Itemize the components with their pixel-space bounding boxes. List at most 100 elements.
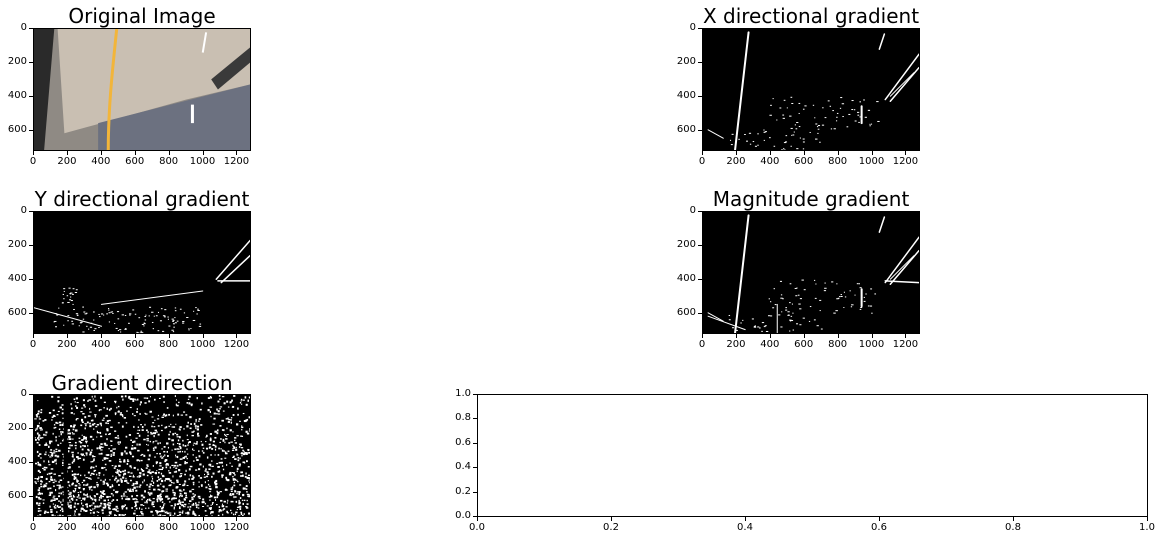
direction-speckle (215, 413, 218, 415)
direction-speckle (209, 406, 213, 408)
edge-speckle (155, 315, 158, 317)
direction-speckle (173, 426, 176, 428)
direction-speckle (36, 450, 39, 454)
edge-speckle (188, 329, 190, 331)
edge-speckle (842, 116, 844, 118)
direction-speckle (73, 505, 76, 508)
direction-speckle (83, 435, 86, 438)
direction-speckle (229, 419, 233, 421)
direction-speckle (59, 509, 62, 512)
direction-speckle (193, 460, 195, 462)
direction-speckle (226, 512, 229, 514)
direction-speckle (35, 462, 38, 465)
direction-speckle (178, 448, 180, 450)
direction-speckle (110, 407, 112, 410)
direction-speckle (106, 420, 109, 422)
direction-speckle (57, 444, 60, 447)
direction-speckle (183, 488, 185, 491)
direction-speckle (68, 466, 71, 469)
direction-speckle (88, 449, 90, 452)
edge-speckle (80, 321, 83, 323)
direction-speckle (206, 505, 209, 507)
direction-speckle (192, 444, 195, 446)
direction-speckle (182, 505, 184, 508)
direction-speckle (101, 466, 104, 470)
direction-speckle (223, 500, 226, 503)
panel-title: X directional gradient (702, 4, 920, 28)
direction-speckle (122, 398, 124, 401)
direction-speckle (247, 474, 250, 476)
y-tick-mark (29, 28, 33, 29)
direction-speckle (80, 453, 83, 455)
direction-speckle (72, 496, 76, 498)
edge-speckle (108, 312, 111, 314)
direction-speckle (217, 413, 221, 415)
direction-speckle (240, 447, 244, 449)
direction-speckle (179, 428, 181, 431)
edge-speckle (815, 283, 817, 285)
direction-speckle (89, 425, 92, 428)
direction-speckle (97, 515, 99, 516)
direction-speckle (37, 504, 41, 506)
direction-speckle (202, 447, 205, 449)
direction-speckle (43, 468, 46, 471)
direction-speckle (211, 503, 213, 506)
direction-speckle (72, 428, 75, 431)
edge-speckle (798, 303, 801, 305)
edge-speckle (63, 290, 65, 292)
direction-speckle (242, 493, 245, 497)
direction-speckle (144, 423, 146, 426)
direction-speckle (61, 472, 64, 474)
edge-speckle (858, 283, 860, 285)
direction-speckle (233, 496, 235, 499)
direction-speckle (127, 460, 130, 462)
edge-speckle (843, 291, 845, 293)
direction-speckle (59, 406, 63, 409)
direction-speckle (133, 484, 135, 486)
direction-speckle (94, 505, 97, 508)
direction-speckle (93, 422, 96, 425)
direction-speckle (245, 460, 248, 463)
direction-speckle (96, 505, 99, 508)
direction-speckle (37, 496, 41, 499)
direction-speckle (213, 496, 217, 499)
direction-speckle (93, 458, 95, 461)
direction-speckle (209, 433, 212, 435)
direction-speckle (156, 494, 159, 498)
direction-speckle (196, 425, 200, 428)
direction-speckle (226, 489, 229, 491)
edge-speckle (874, 293, 877, 295)
direction-speckle (86, 495, 89, 498)
plot-area (34, 212, 250, 333)
edge-speckle (173, 326, 175, 328)
direction-speckle (119, 478, 122, 480)
direction-speckle (191, 504, 194, 506)
direction-speckle (80, 474, 82, 477)
direction-speckle (85, 452, 88, 455)
edge-speckle (99, 316, 101, 318)
x-tick-label: 600 (794, 339, 814, 350)
direction-speckle (186, 484, 189, 487)
direction-speckle (128, 395, 131, 398)
direction-speckle (189, 427, 192, 430)
direction-speckle (82, 504, 84, 507)
direction-speckle (38, 416, 40, 418)
edge-speckle (746, 140, 749, 142)
direction-speckle (67, 481, 70, 484)
direction-speckle (106, 503, 109, 506)
direction-speckle (210, 437, 212, 440)
direction-speckle (227, 499, 229, 502)
direction-speckle (125, 498, 127, 500)
direction-speckle (228, 473, 232, 476)
direction-speckle (214, 481, 216, 484)
direction-speckle (93, 495, 96, 497)
direction-speckle (192, 510, 194, 512)
direction-speckle (107, 499, 110, 501)
direction-speckle (104, 478, 106, 481)
direction-speckle (209, 488, 212, 491)
x-tick-label: 0 (698, 156, 706, 167)
edge-speckle (128, 322, 130, 324)
direction-speckle (70, 425, 73, 428)
direction-speckle (51, 416, 54, 418)
edge-speckle (802, 317, 805, 319)
